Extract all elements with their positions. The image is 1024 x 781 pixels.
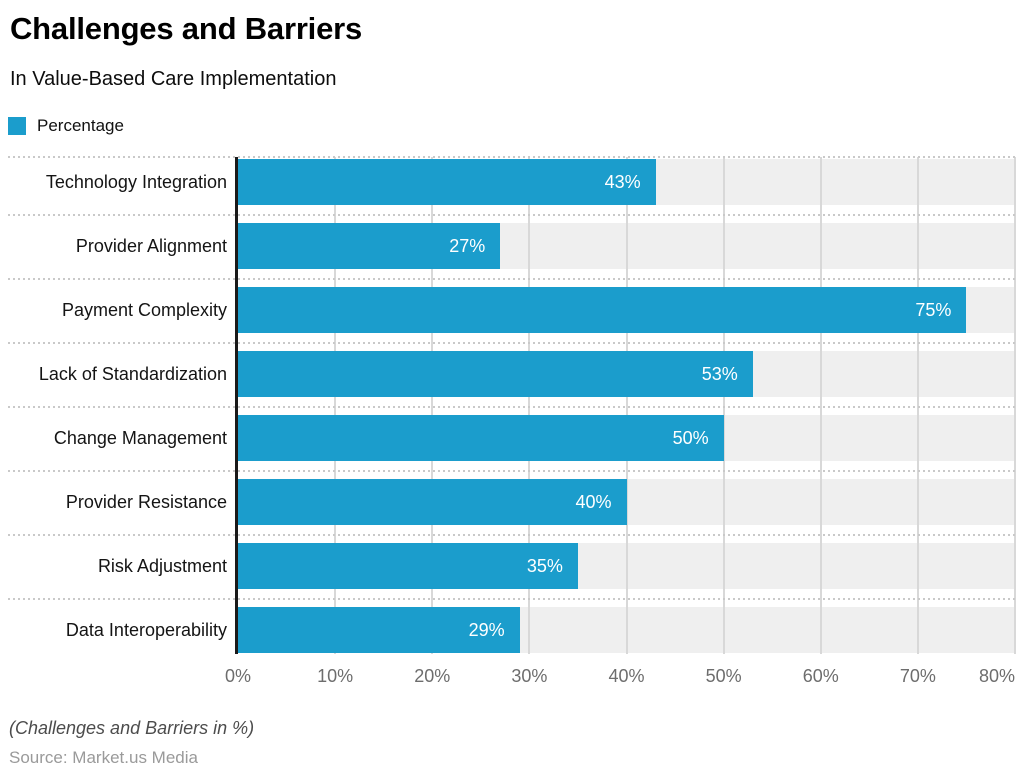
row-separator-line	[8, 342, 1015, 344]
gridline	[625, 157, 628, 654]
plot-top-border-line	[8, 156, 1015, 158]
gridline	[819, 157, 822, 654]
gridline	[431, 157, 434, 654]
x-tick-label: 0%	[224, 666, 252, 686]
x-tick-label: 40%	[608, 666, 645, 686]
bar-risk-adjustment: 35%	[238, 543, 578, 589]
bar-provider-resistance: 40%	[238, 479, 627, 525]
bar-technology-integration: 43%	[238, 159, 656, 205]
bar-value-label: 53%	[701, 363, 738, 384]
gridline	[528, 157, 531, 654]
bar-value-label: 50%	[672, 427, 709, 448]
row-separator-line	[8, 598, 1015, 600]
x-tick-label: 50%	[705, 666, 742, 686]
row-separator-line	[8, 534, 1015, 536]
y-axis-line	[235, 157, 238, 654]
gridline	[722, 157, 725, 654]
bar-lack-of-standardization: 53%	[238, 351, 753, 397]
bar-chart: Technology Integration Provider Alignment…	[0, 156, 1024, 654]
bar-value-label: 75%	[915, 299, 952, 320]
bar-provider-alignment: 27%	[238, 223, 501, 269]
bar-payment-complexity: 75%	[238, 287, 967, 333]
category-label: Data Interoperability	[65, 620, 227, 640]
row-separator-line	[8, 278, 1015, 280]
x-tick-label: 20%	[414, 666, 451, 686]
page-title: Challenges and Barriers	[10, 11, 363, 46]
category-label: Provider Alignment	[75, 236, 227, 256]
category-label: Change Management	[53, 428, 227, 448]
x-tick-label: 60%	[802, 666, 839, 686]
x-tick-label: 10%	[317, 666, 354, 686]
category-label: Payment Complexity	[61, 300, 227, 320]
source-credit: Source: Market.us Media	[9, 748, 198, 767]
chart-note: (Challenges and Barriers in %)	[9, 718, 255, 738]
x-axis: 0% 10% 20% 30% 40% 50% 60% 70% 80%	[225, 666, 1015, 688]
bar-data-interoperability: 29%	[238, 607, 520, 653]
gridline	[334, 157, 337, 654]
legend-swatch-icon	[8, 117, 26, 135]
row-separator-line	[8, 214, 1015, 216]
bar-value-label: 27%	[449, 235, 486, 256]
x-tick-label: 30%	[511, 666, 548, 686]
x-tick-label: 70%	[899, 666, 936, 686]
x-tick-label: 80%	[978, 666, 1015, 686]
bar-value-label: 43%	[604, 171, 641, 192]
page-subtitle: In Value-Based Care Implementation	[10, 68, 337, 90]
category-label: Technology Integration	[45, 172, 227, 192]
bar-value-label: 40%	[575, 491, 612, 512]
row-separator-line	[8, 406, 1015, 408]
row-separator-line	[8, 470, 1015, 472]
legend-label: Percentage	[37, 116, 124, 135]
category-label: Lack of Standardization	[38, 364, 227, 384]
bar-value-label: 29%	[468, 619, 505, 640]
plot-area: 43% 27% 75% 53% 50% 40% 35% 29%	[238, 157, 1016, 654]
legend: Percentage	[8, 116, 124, 136]
bar-value-label: 35%	[526, 555, 563, 576]
gridline	[916, 157, 919, 654]
category-labels-column: Technology Integration Provider Alignment…	[0, 157, 227, 654]
gridline	[1014, 157, 1016, 654]
category-label: Risk Adjustment	[97, 556, 227, 576]
category-label: Provider Resistance	[65, 492, 227, 512]
bar-change-management: 50%	[238, 415, 724, 461]
